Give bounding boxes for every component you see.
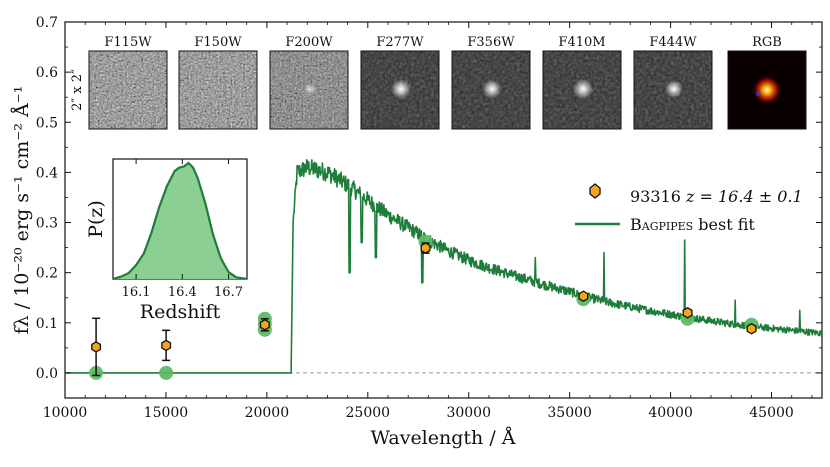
- stamp-border: [88, 50, 168, 130]
- stamp-f200w: F200W: [269, 35, 349, 130]
- legend-label-photometry-prefix: 93316: [630, 187, 686, 206]
- y-tick-label: 0.6: [36, 65, 58, 81]
- stamp-label-f444w: F444W: [649, 35, 697, 50]
- photometry-point: [682, 307, 693, 319]
- model-spectrum: [65, 159, 822, 374]
- inset-x-ticks: 16.1 16.4 16.7: [122, 159, 243, 300]
- y-tick-label: 0.4: [36, 165, 58, 181]
- y-tick-label: 0.0: [36, 366, 58, 382]
- x-axis-ticks: 10000 15000 20000 25000 30000 35000 40000 45000: [43, 22, 813, 421]
- stamp-noise: [89, 51, 167, 129]
- stamp-label-f115w: F115W: [104, 35, 152, 50]
- stamp-source: [482, 79, 502, 99]
- stamp-noise: [179, 51, 257, 129]
- photometry-point: [578, 290, 589, 302]
- x-tick-label: 35000: [547, 405, 592, 421]
- stamp-border: [178, 50, 258, 130]
- stamp-source: [391, 79, 411, 99]
- x-axis-label: Wavelength / Å: [371, 427, 516, 449]
- redshift-pdf-inset: 16.1 16.4 16.7 P(z) Redshift: [85, 158, 248, 323]
- inset-pdf-line: [113, 161, 247, 279]
- stamp-f356w: F356W: [451, 35, 531, 130]
- stamp-border: [269, 50, 349, 130]
- stamp-border: [360, 50, 440, 130]
- inset-x-label: Redshift: [140, 301, 221, 323]
- stamp-label-f200w: F200W: [285, 35, 333, 50]
- y-tick-label: 0.1: [36, 316, 58, 332]
- x-tick-label: 20000: [245, 405, 290, 421]
- y-axis-label: fλ / 10⁻²⁰ erg s⁻¹ cm⁻² Å⁻¹: [11, 86, 33, 335]
- stamp-f277w: F277W: [360, 35, 440, 130]
- stamp-label-f356w: F356W: [467, 35, 515, 50]
- stamp-label-rgb: RGB: [752, 35, 782, 50]
- legend-label-photometry-math: z = 16.4 ± 0.1: [685, 187, 803, 206]
- model-spectrum-line: [65, 159, 822, 374]
- x-tick-label: 10000: [43, 405, 88, 421]
- stamp-size-label: 2″ x 2″: [70, 69, 85, 111]
- model-photometry-point: [159, 365, 174, 380]
- legend-item-model: Bagpipes best fit: [575, 215, 755, 234]
- photometry-point: [161, 339, 172, 352]
- x-tick-label: 40000: [648, 405, 693, 421]
- stamp-label-f150w: F150W: [194, 35, 242, 50]
- stamp-border: [727, 50, 807, 130]
- y-tick-label: 0.2: [36, 266, 58, 282]
- y-tick-label: 0.3: [36, 216, 58, 232]
- y-axis-ticks: 0.0 0.1 0.2 0.3 0.4 0.5 0.6 0.7: [36, 15, 822, 399]
- stamp-source: [665, 80, 683, 98]
- stamp-f410m: F410M: [542, 35, 622, 130]
- inset-pdf-fill: [113, 163, 247, 279]
- y-tick-label: 0.7: [36, 15, 58, 31]
- svg-text:93316 z = 16.4 ± 0.1: 93316 z = 16.4 ± 0.1: [630, 187, 803, 206]
- stamp-f115w: F115W: [88, 35, 168, 130]
- photometry-point: [91, 341, 102, 353]
- x-tick-label: 30000: [446, 405, 491, 421]
- observed-photometry: [91, 242, 757, 377]
- svg-text:Bagpipes best fit: Bagpipes best fit: [630, 215, 755, 234]
- legend-label-model-rest: best fit: [693, 215, 755, 234]
- x-tick-label: 25000: [346, 405, 391, 421]
- stamp-border: [451, 50, 531, 130]
- stamp-f150w: F150W: [178, 35, 258, 130]
- stamp-border: [542, 50, 622, 130]
- legend: 93316 z = 16.4 ± 0.1 Bagpipes best fit: [575, 183, 803, 234]
- stamp-rgb: RGB: [727, 35, 807, 130]
- inset-x-tick-label: 16.1: [122, 285, 151, 300]
- rgb-source: [753, 76, 781, 104]
- inset-pdf-curve: [113, 161, 247, 279]
- inset-y-label: P(z): [85, 200, 107, 238]
- legend-item-photometry: 93316 z = 16.4 ± 0.1: [589, 183, 803, 206]
- stamp-label-f410m: F410M: [558, 35, 605, 50]
- rgb-blue-speck: [756, 92, 760, 96]
- stamp-source: [304, 83, 316, 95]
- y-tick-label: 0.5: [36, 115, 58, 131]
- photometry-point: [420, 242, 431, 254]
- photometry-point: [259, 319, 270, 331]
- stamp-label-f277w: F277W: [376, 35, 424, 50]
- x-tick-label: 45000: [749, 405, 794, 421]
- inset-x-tick-label: 16.4: [168, 285, 197, 300]
- stamp-border: [633, 50, 713, 130]
- inset-x-tick-label: 16.7: [214, 285, 243, 300]
- legend-marker-photometry: [589, 183, 601, 199]
- photometry-point: [746, 323, 757, 335]
- legend-label-model-caps: Bagpipes: [630, 215, 693, 234]
- image-stamps: F115W F150W F200W F277W F356W F410M F444W RGB: [88, 35, 807, 130]
- stamp-source: [573, 79, 593, 99]
- x-tick-label: 15000: [144, 405, 189, 421]
- stamp-f444w: F444W: [633, 35, 713, 130]
